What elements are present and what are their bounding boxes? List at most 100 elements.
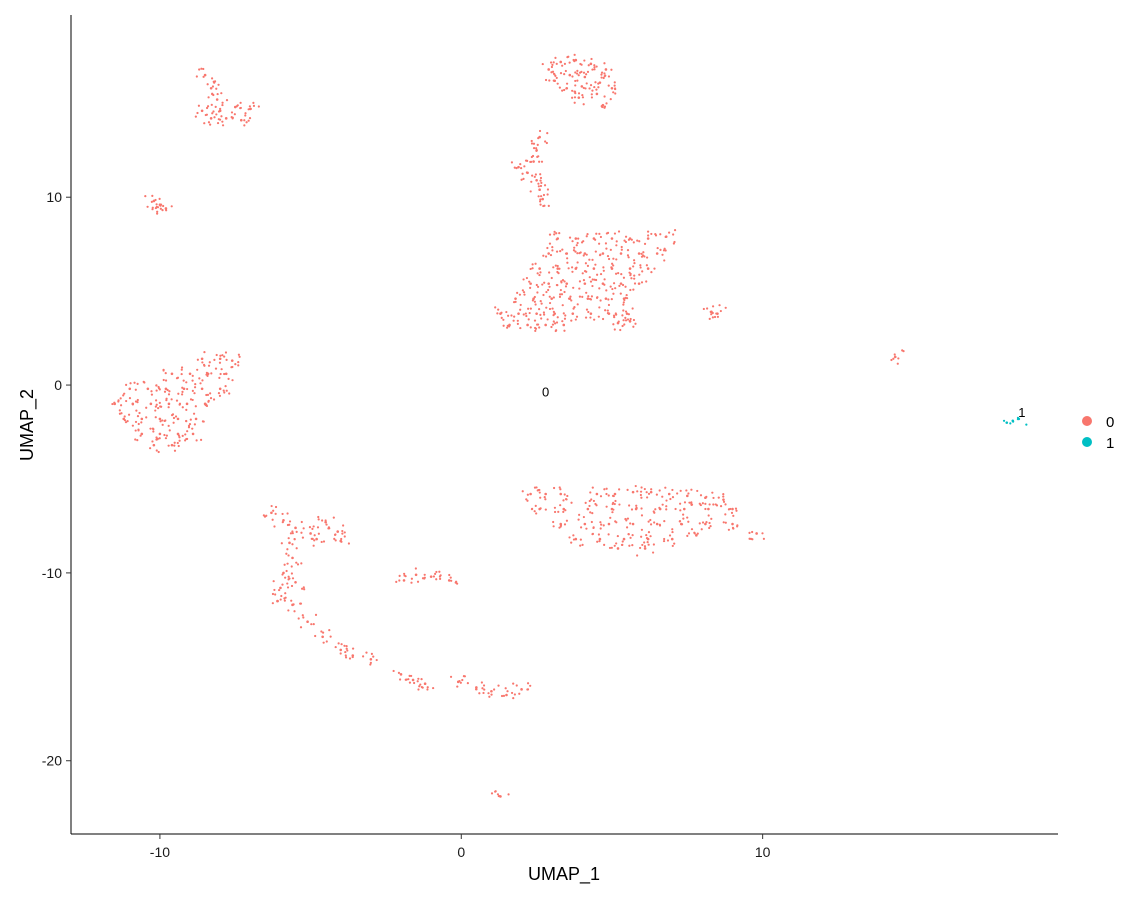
point [530, 508, 534, 511]
point [671, 530, 674, 534]
point [532, 142, 536, 145]
point [419, 683, 422, 686]
point [322, 641, 325, 644]
point [137, 429, 140, 432]
point [585, 308, 589, 311]
point [584, 262, 588, 265]
point [167, 393, 171, 396]
point [646, 267, 650, 270]
point [556, 264, 559, 268]
point [617, 320, 620, 323]
point [645, 491, 648, 494]
point [188, 422, 192, 426]
point [538, 267, 541, 270]
point [607, 522, 611, 526]
point [539, 496, 542, 499]
point [646, 237, 650, 240]
point [673, 542, 676, 545]
point [567, 267, 570, 270]
point [494, 790, 497, 793]
point [222, 389, 225, 392]
point [564, 285, 568, 288]
point [569, 295, 572, 298]
point [562, 510, 565, 514]
point [181, 386, 184, 389]
point [295, 530, 298, 533]
point [602, 76, 605, 80]
point [533, 300, 536, 303]
point [502, 318, 505, 321]
point [631, 522, 635, 526]
point [561, 279, 565, 282]
point [561, 304, 564, 307]
point [552, 296, 555, 299]
point [624, 235, 628, 238]
point [185, 408, 188, 411]
point [344, 654, 347, 657]
point [530, 139, 533, 143]
point [731, 522, 734, 526]
point [632, 265, 635, 268]
point [202, 420, 205, 423]
point [539, 198, 542, 201]
point [173, 444, 176, 447]
point [162, 369, 165, 372]
point [194, 115, 197, 118]
point [140, 421, 143, 424]
point [529, 286, 532, 289]
point [194, 405, 197, 408]
point [517, 165, 520, 169]
point [537, 155, 540, 158]
point [152, 430, 155, 433]
point [751, 530, 754, 534]
point [571, 96, 574, 99]
point [620, 543, 624, 547]
point [602, 269, 605, 272]
point [587, 310, 590, 314]
point [556, 267, 560, 270]
point [281, 573, 284, 576]
point [288, 541, 291, 545]
point [695, 534, 698, 537]
point [536, 285, 540, 288]
point [151, 194, 154, 197]
point [448, 573, 451, 577]
point [398, 579, 401, 582]
point [640, 507, 643, 510]
point [533, 486, 537, 489]
point [690, 501, 693, 504]
point [201, 379, 204, 382]
point [158, 388, 161, 391]
point [673, 228, 677, 232]
point [516, 291, 519, 295]
point [539, 184, 543, 188]
point [715, 504, 719, 507]
point [578, 71, 582, 74]
point [539, 507, 542, 510]
point [548, 233, 552, 236]
point [176, 441, 179, 445]
point [566, 257, 569, 260]
point [642, 251, 645, 254]
point [671, 528, 674, 531]
point [462, 675, 466, 678]
point [522, 313, 525, 316]
point [680, 523, 684, 526]
point [610, 86, 614, 90]
point [239, 101, 242, 104]
point [592, 526, 595, 530]
point [589, 316, 592, 319]
point [218, 387, 222, 391]
point [607, 257, 611, 261]
point [567, 297, 571, 300]
point [690, 503, 694, 506]
point [902, 350, 905, 353]
point [719, 505, 723, 508]
point [118, 409, 121, 412]
point [573, 96, 577, 99]
point [613, 328, 616, 331]
point [893, 353, 896, 356]
point [235, 105, 238, 108]
point [624, 240, 628, 244]
point [556, 284, 559, 287]
